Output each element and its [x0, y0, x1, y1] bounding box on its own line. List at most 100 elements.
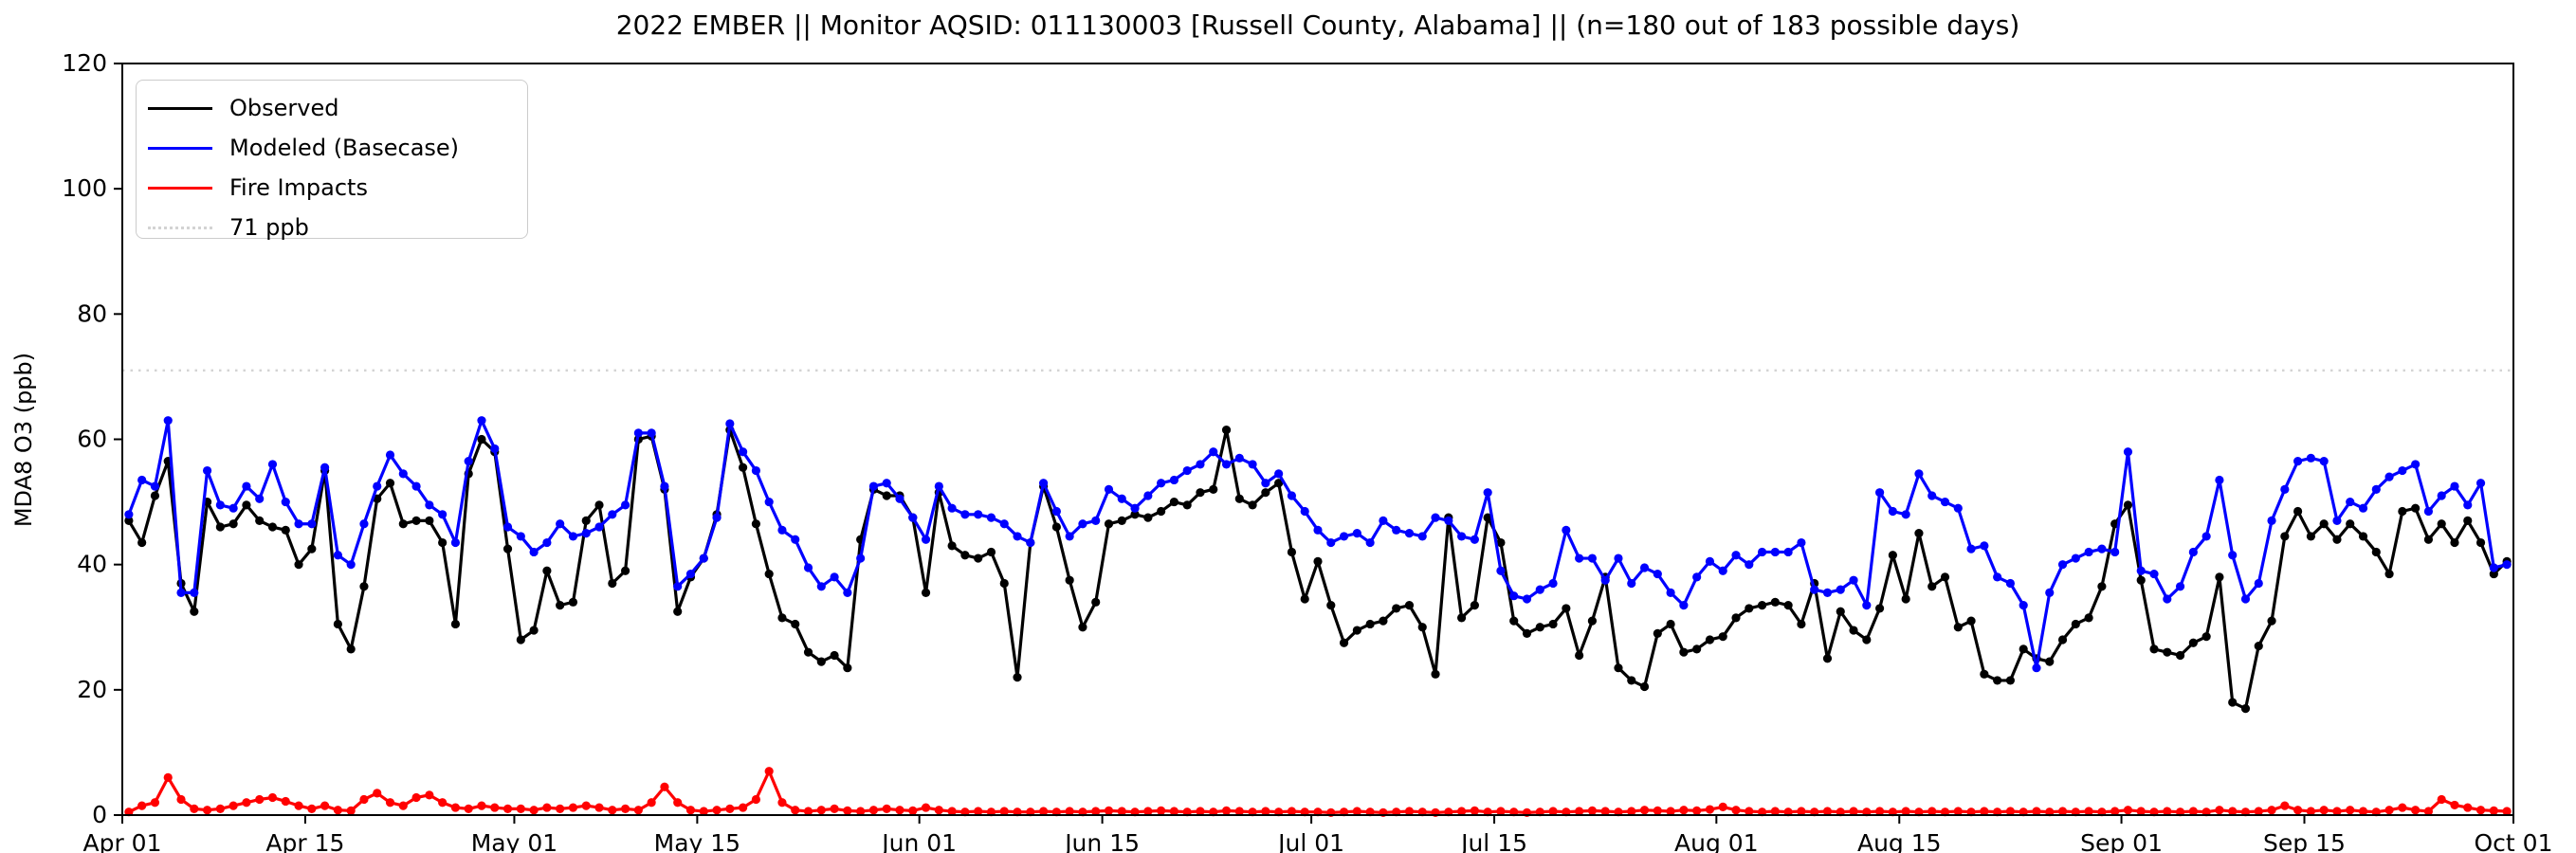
- series-marker: [594, 803, 604, 812]
- series-marker: [830, 572, 839, 582]
- series-marker: [1718, 566, 1727, 575]
- series-marker: [1953, 623, 1963, 632]
- series-marker: [1666, 588, 1675, 598]
- x-tick-label: Sep 15: [2263, 829, 2346, 853]
- series-marker: [1038, 479, 1049, 488]
- series-marker: [2371, 547, 2381, 557]
- series-marker: [1157, 506, 1166, 517]
- series-marker: [2280, 801, 2290, 810]
- series-marker: [1117, 516, 1126, 526]
- series-marker: [307, 544, 317, 554]
- series-marker: [2215, 475, 2224, 485]
- y-tick-label: 0: [92, 801, 107, 828]
- series-marker: [124, 510, 134, 519]
- series-marker: [359, 519, 369, 529]
- series-marker: [1221, 460, 1232, 469]
- series-marker: [2254, 807, 2263, 816]
- series-marker: [1731, 613, 1741, 623]
- series-marker: [255, 794, 265, 805]
- series-marker: [2175, 808, 2185, 817]
- series-marker: [1862, 601, 1872, 610]
- series-marker: [2163, 647, 2172, 657]
- series-marker: [438, 510, 448, 519]
- series-marker: [1600, 575, 1610, 585]
- series-marker: [1575, 554, 1584, 563]
- series-marker: [2228, 698, 2238, 707]
- series-marker: [908, 513, 918, 522]
- series-marker: [581, 516, 591, 526]
- series-marker: [1300, 506, 1309, 517]
- y-tick-label: 40: [77, 551, 107, 578]
- series-marker: [529, 806, 539, 815]
- series-marker: [1745, 807, 1754, 816]
- series-marker: [816, 806, 826, 815]
- series-marker: [425, 790, 434, 800]
- series-marker: [1888, 506, 1897, 517]
- legend-line-swatch: [148, 146, 212, 150]
- series-marker: [2163, 807, 2172, 816]
- series-marker: [777, 613, 787, 623]
- series-marker: [2437, 519, 2446, 529]
- series-marker: [202, 465, 212, 476]
- series-marker: [2045, 657, 2055, 666]
- series-marker: [359, 794, 369, 805]
- series-marker: [2149, 808, 2159, 817]
- series-marker: [281, 497, 290, 507]
- series-marker: [2319, 457, 2329, 466]
- series-marker: [1431, 669, 1440, 679]
- series-marker: [2371, 808, 2381, 817]
- series-marker: [1352, 529, 1361, 538]
- series-marker: [477, 416, 486, 426]
- series-marker: [2450, 481, 2459, 491]
- series-marker: [1980, 541, 1989, 551]
- series-marker: [1182, 500, 1192, 510]
- series-marker: [1404, 601, 1415, 610]
- y-tick-label: 20: [77, 676, 107, 703]
- series-marker: [242, 481, 251, 491]
- series-marker: [2254, 578, 2263, 589]
- series-marker: [1209, 808, 1218, 817]
- series-marker: [2346, 806, 2355, 815]
- series-marker: [1065, 807, 1074, 816]
- series-marker: [1209, 484, 1218, 494]
- series-marker: [1209, 447, 1218, 457]
- series-marker: [1221, 806, 1232, 815]
- series-marker: [1875, 488, 1885, 498]
- series-marker: [1117, 807, 1126, 816]
- series-marker: [1287, 547, 1297, 557]
- series-marker: [791, 535, 800, 544]
- series-marker: [255, 494, 265, 503]
- series-marker: [294, 801, 303, 810]
- series-marker: [228, 503, 238, 513]
- series-marker: [2097, 544, 2107, 554]
- series-marker: [1169, 807, 1179, 816]
- series-marker: [1901, 510, 1910, 519]
- series-marker: [438, 537, 448, 548]
- series-marker: [2293, 506, 2303, 517]
- series-marker: [777, 798, 787, 808]
- series-marker: [2384, 806, 2394, 815]
- series-marker: [1783, 808, 1793, 817]
- series-marker: [1692, 572, 1702, 582]
- series-marker: [1888, 808, 1897, 817]
- series-marker: [1914, 529, 1924, 538]
- series-marker: [516, 635, 525, 644]
- series-marker: [934, 806, 943, 815]
- series-marker: [307, 804, 317, 813]
- series-marker: [450, 537, 461, 548]
- series-marker: [1496, 566, 1506, 575]
- series-marker: [843, 663, 852, 673]
- series-marker: [1627, 578, 1636, 589]
- series-marker: [2384, 472, 2394, 481]
- series-marker: [1770, 807, 1780, 816]
- legend-label: 71 ppb: [229, 214, 309, 241]
- series-marker: [1600, 807, 1610, 816]
- legend-line-swatch: [148, 186, 212, 190]
- series-marker: [803, 647, 813, 657]
- series-marker: [1836, 808, 1845, 817]
- x-tick-label: May 01: [471, 829, 557, 853]
- series-marker: [2267, 516, 2276, 526]
- series-marker: [581, 801, 591, 810]
- chart-title: 2022 EMBER || Monitor AQSID: 011130003 […: [615, 9, 2020, 41]
- series-marker: [2175, 650, 2185, 661]
